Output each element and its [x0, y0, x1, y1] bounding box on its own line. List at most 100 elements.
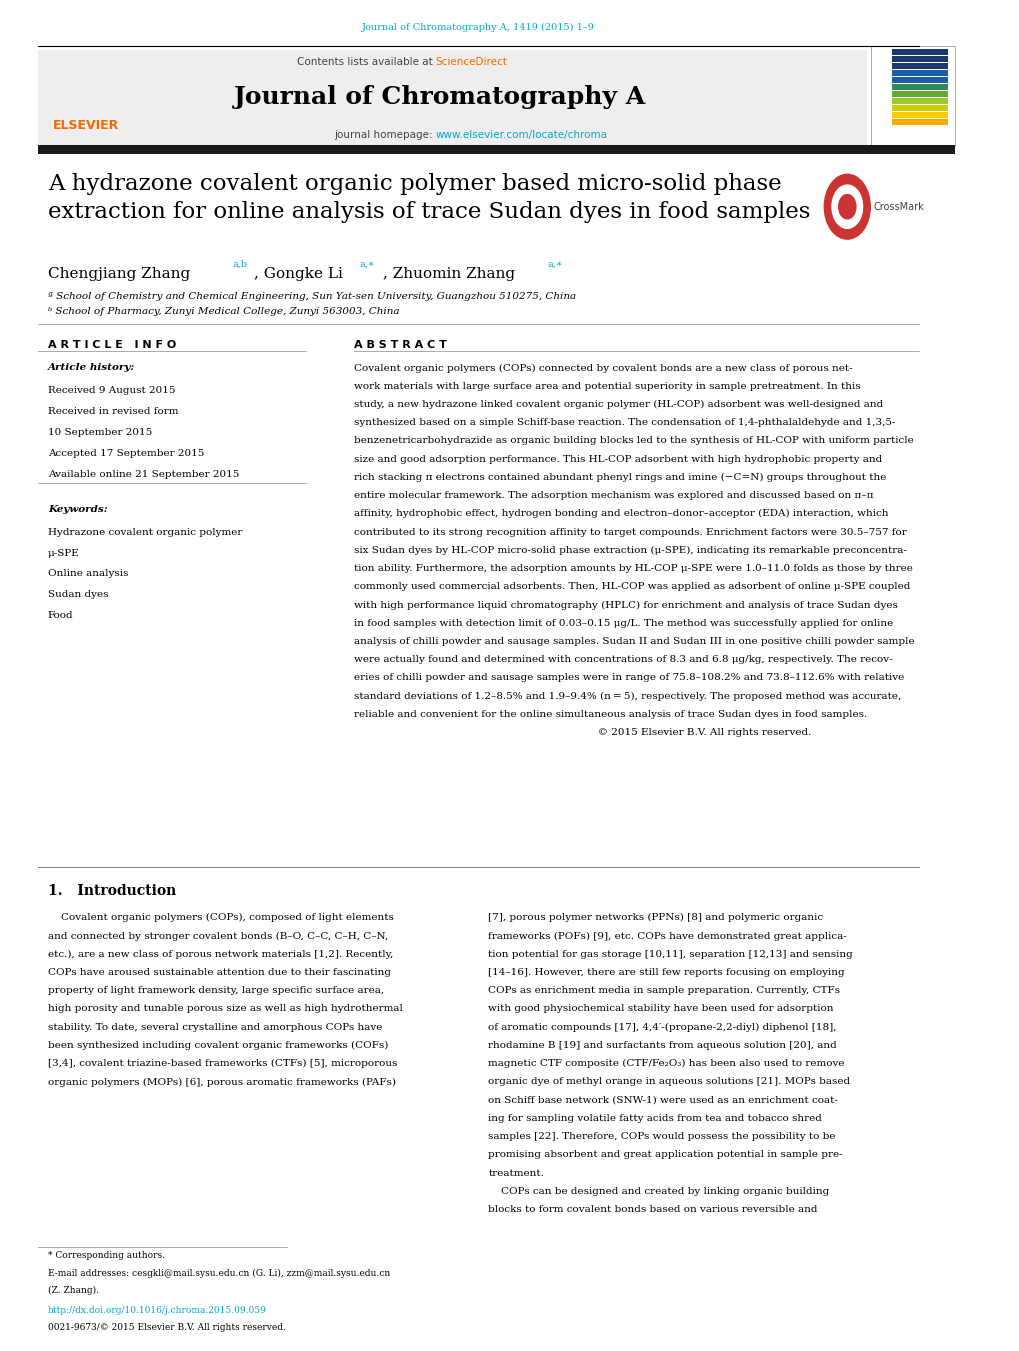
Text: on Schiff base network (SNW-1) were used as an enrichment coat-: on Schiff base network (SNW-1) were used… [488, 1096, 838, 1105]
Text: analysis of chilli powder and sausage samples. Sudan II and Sudan III in one pos: analysis of chilli powder and sausage sa… [354, 636, 914, 646]
Text: with high performance liquid chromatography (HPLC) for enrichment and analysis o: with high performance liquid chromatogra… [354, 600, 897, 609]
Text: 10 September 2015: 10 September 2015 [48, 428, 152, 438]
Text: [7], porous polymer networks (PPNs) [8] and polymeric organic: [7], porous polymer networks (PPNs) [8] … [488, 913, 822, 923]
Text: standard deviations of 1.2–8.5% and 1.9–9.4% (n = 5), respectively. The proposed: standard deviations of 1.2–8.5% and 1.9–… [354, 692, 901, 701]
Text: high porosity and tunable porous size as well as high hydrothermal: high porosity and tunable porous size as… [48, 1005, 403, 1013]
Text: ELSEVIER: ELSEVIER [53, 119, 119, 132]
Bar [892, 49, 947, 55]
Text: tion potential for gas storage [10,11], separation [12,13] and sensing: tion potential for gas storage [10,11], … [488, 950, 852, 959]
Text: ª School of Chemistry and Chemical Engineering, Sun Yat-sen University, Guangzho: ª School of Chemistry and Chemical Engin… [48, 292, 576, 301]
Text: ing for sampling volatile fatty acids from tea and tobacco shred: ing for sampling volatile fatty acids fr… [488, 1115, 821, 1123]
Text: were actually found and determined with concentrations of 8.3 and 6.8 μg/kg, res: were actually found and determined with … [354, 655, 892, 665]
Text: CrossMark: CrossMark [872, 201, 923, 212]
Text: A R T I C L E   I N F O: A R T I C L E I N F O [48, 340, 176, 350]
Text: μ-SPE: μ-SPE [48, 549, 79, 558]
Text: organic polymers (MOPs) [6], porous aromatic frameworks (PAFs): organic polymers (MOPs) [6], porous arom… [48, 1078, 395, 1086]
Text: entire molecular framework. The adsorption mechanism was explored and discussed : entire molecular framework. The adsorpti… [354, 490, 873, 500]
Circle shape [832, 185, 862, 228]
Text: COPs have aroused sustainable attention due to their fascinating: COPs have aroused sustainable attention … [48, 969, 390, 977]
Text: journal homepage:: journal homepage: [333, 130, 435, 139]
Text: Keywords:: Keywords: [48, 504, 107, 513]
Bar [892, 112, 947, 119]
Text: eries of chilli powder and sausage samples were in range of 75.8–108.2% and 73.8: eries of chilli powder and sausage sampl… [354, 673, 904, 682]
Text: COPs can be designed and created by linking organic building: COPs can be designed and created by link… [488, 1188, 828, 1196]
Bar [892, 97, 947, 104]
Text: Article history:: Article history: [48, 363, 135, 373]
Text: benzenetricarbohydrazide as organic building blocks led to the synthesis of HL-C: benzenetricarbohydrazide as organic buil… [354, 436, 913, 446]
Text: work materials with large surface area and potential superiority in sample pretr: work materials with large surface area a… [354, 381, 860, 390]
Bar [892, 77, 947, 84]
Text: Contents lists available at: Contents lists available at [297, 57, 435, 66]
Text: ScienceDirect: ScienceDirect [435, 57, 507, 66]
Text: affinity, hydrophobic effect, hydrogen bonding and electron–donor–acceptor (EDA): affinity, hydrophobic effect, hydrogen b… [354, 509, 888, 519]
Text: property of light framework density, large specific surface area,: property of light framework density, lar… [48, 986, 383, 996]
FancyBboxPatch shape [39, 50, 866, 145]
Text: a,∗: a,∗ [547, 259, 562, 269]
Text: of aromatic compounds [17], 4,4′-(propane-2,2-diyl) diphenol [18],: of aromatic compounds [17], 4,4′-(propan… [488, 1023, 836, 1032]
Text: organic dye of methyl orange in aqueous solutions [21]. MOPs based: organic dye of methyl orange in aqueous … [488, 1078, 850, 1086]
Text: ᵇ School of Pharmacy, Zunyi Medical College, Zunyi 563003, China: ᵇ School of Pharmacy, Zunyi Medical Coll… [48, 307, 399, 316]
Text: samples [22]. Therefore, COPs would possess the possibility to be: samples [22]. Therefore, COPs would poss… [488, 1132, 835, 1142]
Text: http://dx.doi.org/10.1016/j.chroma.2015.09.059: http://dx.doi.org/10.1016/j.chroma.2015.… [48, 1306, 267, 1316]
Text: study, a new hydrazone linked covalent organic polymer (HL-COP) adsorbent was we: study, a new hydrazone linked covalent o… [354, 400, 882, 409]
Bar [892, 70, 947, 77]
Text: Hydrazone covalent organic polymer: Hydrazone covalent organic polymer [48, 527, 242, 536]
Text: Covalent organic polymers (COPs), composed of light elements: Covalent organic polymers (COPs), compos… [48, 913, 393, 923]
Text: stability. To date, several crystalline and amorphous COPs have: stability. To date, several crystalline … [48, 1023, 382, 1032]
Text: tion ability. Furthermore, the adsorption amounts by HL-COP μ-SPE were 1.0–11.0 : tion ability. Furthermore, the adsorptio… [354, 563, 912, 573]
Text: Food: Food [48, 611, 73, 620]
Text: Chengjiang Zhang: Chengjiang Zhang [48, 267, 190, 281]
Text: Online analysis: Online analysis [48, 569, 128, 578]
Text: been synthesized including covalent organic frameworks (COFs): been synthesized including covalent orga… [48, 1042, 388, 1050]
Text: Available online 21 September 2015: Available online 21 September 2015 [48, 470, 239, 480]
Text: with good physiochemical stability have been used for adsorption: with good physiochemical stability have … [488, 1005, 833, 1013]
Text: A B S T R A C T: A B S T R A C T [354, 340, 446, 350]
Text: Accepted 17 September 2015: Accepted 17 September 2015 [48, 449, 204, 458]
Text: blocks to form covalent bonds based on various reversible and: blocks to form covalent bonds based on v… [488, 1205, 817, 1215]
Text: www.elsevier.com/locate/chroma: www.elsevier.com/locate/chroma [435, 130, 607, 139]
Text: © 2015 Elsevier B.V. All rights reserved.: © 2015 Elsevier B.V. All rights reserved… [354, 728, 811, 738]
Text: COPs as enrichment media in sample preparation. Currently, CTFs: COPs as enrichment media in sample prepa… [488, 986, 840, 996]
Text: promising absorbent and great application potential in sample pre-: promising absorbent and great applicatio… [488, 1151, 842, 1159]
Text: Received 9 August 2015: Received 9 August 2015 [48, 386, 175, 396]
Text: treatment.: treatment. [488, 1169, 543, 1178]
Text: Sudan dyes: Sudan dyes [48, 590, 108, 600]
Text: E-mail addresses: cesgkli@mail.sysu.edu.cn (G. Li), zzm@mail.sysu.edu.cn: E-mail addresses: cesgkli@mail.sysu.edu.… [48, 1269, 389, 1278]
Bar [892, 84, 947, 91]
Text: synthesized based on a simple Schiff-base reaction. The condensation of 1,4-phth: synthesized based on a simple Schiff-bas… [354, 419, 895, 427]
Bar [892, 63, 947, 69]
Text: A hydrazone covalent organic polymer based micro-solid phase
extraction for onli: A hydrazone covalent organic polymer bas… [48, 173, 809, 223]
Bar [892, 119, 947, 126]
Text: Journal of Chromatography A: Journal of Chromatography A [234, 85, 646, 109]
Text: contributed to its strong recognition affinity to target compounds. Enrichment f: contributed to its strong recognition af… [354, 527, 906, 536]
Text: commonly used commercial adsorbents. Then, HL-COP was applied as adsorbent of on: commonly used commercial adsorbents. The… [354, 582, 910, 592]
Text: frameworks (POFs) [9], etc. COPs have demonstrated great applica-: frameworks (POFs) [9], etc. COPs have de… [488, 932, 846, 940]
Text: size and good adsorption performance. This HL-COP adsorbent with high hydrophobi: size and good adsorption performance. Th… [354, 454, 881, 463]
Text: (Z. Zhang).: (Z. Zhang). [48, 1286, 99, 1296]
Text: six Sudan dyes by HL-COP micro-solid phase extraction (μ-SPE), indicating its re: six Sudan dyes by HL-COP micro-solid pha… [354, 546, 906, 555]
Bar [892, 55, 947, 62]
Bar [39, 145, 955, 154]
Text: in food samples with detection limit of 0.03–0.15 μg/L. The method was successfu: in food samples with detection limit of … [354, 619, 893, 628]
Text: [14–16]. However, there are still few reports focusing on employing: [14–16]. However, there are still few re… [488, 969, 844, 977]
Text: a,∗: a,∗ [360, 259, 375, 269]
Text: reliable and convenient for the online simultaneous analysis of trace Sudan dyes: reliable and convenient for the online s… [354, 709, 866, 719]
Text: a,b: a,b [232, 259, 248, 269]
Text: magnetic CTF composite (CTF/Fe₂O₃) has been also used to remove: magnetic CTF composite (CTF/Fe₂O₃) has b… [488, 1059, 844, 1069]
Circle shape [838, 195, 855, 219]
Text: * Corresponding authors.: * Corresponding authors. [48, 1251, 165, 1260]
FancyBboxPatch shape [870, 46, 955, 146]
Text: 1.   Introduction: 1. Introduction [48, 884, 176, 897]
Text: , Zhuomin Zhang: , Zhuomin Zhang [382, 267, 515, 281]
Text: rhodamine B [19] and surfactants from aqueous solution [20], and: rhodamine B [19] and surfactants from aq… [488, 1042, 837, 1050]
Bar [892, 91, 947, 97]
Circle shape [823, 174, 869, 239]
Text: Covalent organic polymers (COPs) connected by covalent bonds are a new class of : Covalent organic polymers (COPs) connect… [354, 363, 852, 373]
Text: , Gongke Li: , Gongke Li [254, 267, 342, 281]
Text: etc.), are a new class of porous network materials [1,2]. Recently,: etc.), are a new class of porous network… [48, 950, 393, 959]
Text: Journal of Chromatography A, 1419 (2015) 1–9: Journal of Chromatography A, 1419 (2015)… [362, 23, 594, 32]
Text: rich stacking π electrons contained abundant phenyl rings and imine (−C=N) group: rich stacking π electrons contained abun… [354, 473, 886, 482]
Text: Received in revised form: Received in revised form [48, 408, 178, 416]
Text: and connected by stronger covalent bonds (B–O, C–C, C–H, C–N,: and connected by stronger covalent bonds… [48, 932, 388, 940]
Text: [3,4], covalent triazine-based frameworks (CTFs) [5], microporous: [3,4], covalent triazine-based framework… [48, 1059, 396, 1069]
